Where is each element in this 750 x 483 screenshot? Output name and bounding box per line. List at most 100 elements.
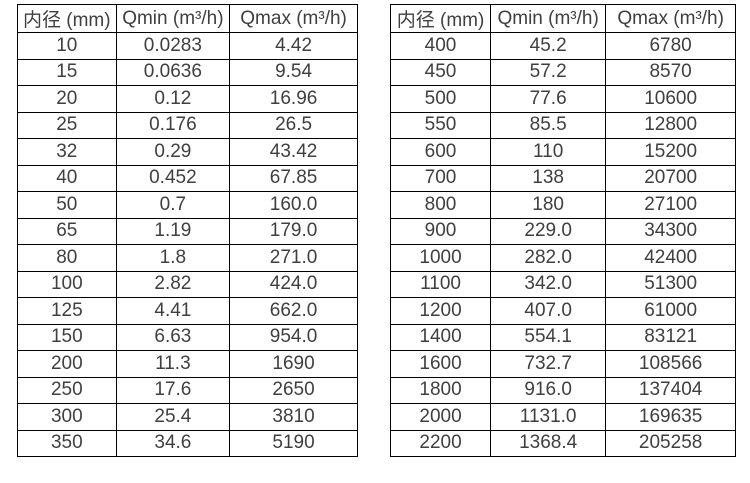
table-cell: 0.0636 [115,58,231,86]
table-cell: 1368.4 [490,429,607,457]
table-row: 350 34.6 5190 [17,429,358,457]
table-row: 2000 1131.0 169635 [389,403,736,431]
table-cell: 100 [17,270,117,298]
column-header-qmin: Qmin (m³/h) [115,4,231,33]
table-cell: 67.85 [229,164,358,192]
table-row: 1400 554.1 83121 [389,323,736,351]
table-cell: 1000 [389,244,492,272]
table-cell: 1.8 [115,244,231,272]
table-cell: 16.96 [229,85,358,113]
table-cell: 8570 [605,58,736,86]
table-cell: 150 [17,323,117,351]
table-cell: 34.6 [115,429,231,457]
table-cell: 700 [389,164,492,192]
table-cell: 83121 [605,323,736,351]
table-cell: 282.0 [490,244,607,272]
table-cell: 271.0 [229,244,358,272]
table-cell: 2.82 [115,270,231,298]
table-cell: 15200 [605,138,736,166]
table-cell: 2650 [229,376,358,404]
column-header-qmin: Qmin (m³/h) [490,4,607,33]
table-row: 20 0.12 16.96 [17,85,358,113]
table-row: 65 1.19 179.0 [17,217,358,245]
table-cell: 1690 [229,350,358,378]
table-cell: 43.42 [229,138,358,166]
table-cell: 180 [490,191,607,219]
table-cell: 350 [17,429,117,457]
table-cell: 229.0 [490,217,607,245]
table-cell: 26.5 [229,111,358,139]
table-cell: 32 [17,138,117,166]
column-header-diameter: 内径 (mm) [389,4,492,33]
table-cell: 5190 [229,429,358,457]
table-cell: 1100 [389,270,492,298]
table-cell: 65 [17,217,117,245]
table-cell: 125 [17,297,117,325]
table-row: 15 0.0636 9.54 [17,58,358,86]
table-row: 250 17.6 2650 [17,376,358,404]
table-cell: 15 [17,58,117,86]
table-row: 500 77.6 10600 [389,85,736,113]
table-cell: 179.0 [229,217,358,245]
table-cell: 61000 [605,297,736,325]
table-row: 2200 1368.4 205258 [389,429,736,457]
table-cell: 11.3 [115,350,231,378]
table-cell: 4.42 [229,32,358,60]
table-cell: 169635 [605,403,736,431]
table-cell: 17.6 [115,376,231,404]
table-row: 550 85.5 12800 [389,111,736,139]
table-cell: 0.12 [115,85,231,113]
table-row: 150 6.63 954.0 [17,323,358,351]
table-cell: 25.4 [115,403,231,431]
table-cell: 916.0 [490,376,607,404]
table-row: 50 0.7 160.0 [17,191,358,219]
table-cell: 25 [17,111,117,139]
table-row: 100 2.82 424.0 [17,270,358,298]
table-cell: 732.7 [490,350,607,378]
table-cell: 662.0 [229,297,358,325]
table-cell: 10600 [605,85,736,113]
table-row: 300 25.4 3810 [17,403,358,431]
table-cell: 138 [490,164,607,192]
table-row: 800 180 27100 [389,191,736,219]
table-cell: 450 [389,58,492,86]
table-cell: 800 [389,191,492,219]
table-row: 400 45.2 6780 [389,32,736,60]
table-cell: 34300 [605,217,736,245]
table-row: 700 138 20700 [389,164,736,192]
table-cell: 20 [17,85,117,113]
flow-range-table-right: 内径 (mm) Qmin (m³/h) Qmax (m³/h) 400 45.2 6… [389,4,736,457]
column-header-qmax: Qmax (m³/h) [229,4,358,33]
table-cell: 57.2 [490,58,607,86]
table-cell: 407.0 [490,297,607,325]
table-row: 1000 282.0 42400 [389,244,736,272]
table-cell: 342.0 [490,270,607,298]
table-row: 1800 916.0 137404 [389,376,736,404]
table-cell: 4.41 [115,297,231,325]
table-row: 125 4.41 662.0 [17,297,358,325]
table-cell: 1200 [389,297,492,325]
table-cell: 42400 [605,244,736,272]
table-cell: 250 [17,376,117,404]
table-cell: 554.1 [490,323,607,351]
table-cell: 137404 [605,376,736,404]
table-row: 80 1.8 271.0 [17,244,358,272]
table-cell: 500 [389,85,492,113]
table-cell: 3810 [229,403,358,431]
table-cell: 400 [389,32,492,60]
table-row: 450 57.2 8570 [389,58,736,86]
table-row: 200 11.3 1690 [17,350,358,378]
table-cell: 10 [17,32,117,60]
table-cell: 80 [17,244,117,272]
table-cell: 1131.0 [490,403,607,431]
table-cell: 6780 [605,32,736,60]
table-cell: 6.63 [115,323,231,351]
column-header-qmax: Qmax (m³/h) [605,4,736,33]
table-row: 900 229.0 34300 [389,217,736,245]
table-cell: 108566 [605,350,736,378]
table-cell: 954.0 [229,323,358,351]
table-cell: 1.19 [115,217,231,245]
table-cell: 9.54 [229,58,358,86]
table-row: 1200 407.0 61000 [389,297,736,325]
table-cell: 0.452 [115,164,231,192]
